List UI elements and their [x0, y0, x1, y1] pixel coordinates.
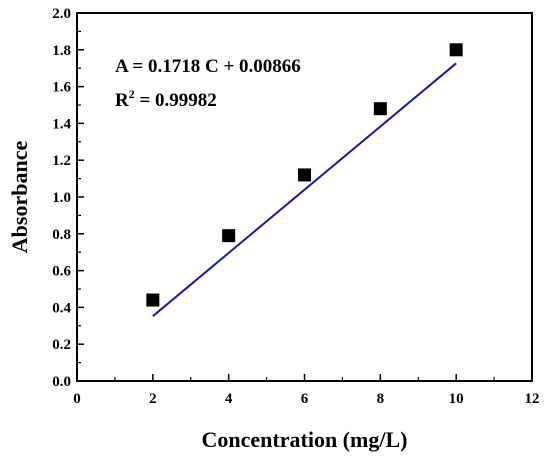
y-tick-label: 1.4 [52, 116, 71, 132]
r-squared-prefix: R [115, 90, 129, 111]
x-axis-title: Concentration (mg/L) [202, 427, 408, 452]
x-tick-label: 10 [449, 391, 464, 407]
x-tick-labels: 0 2 4 6 8 10 12 [73, 391, 539, 407]
data-point [298, 168, 311, 182]
y-tick-label: 0.2 [52, 337, 71, 353]
y-tick-labels: 0.0 0.2 0.4 0.6 0.8 1.0 1.2 1.4 1.6 1.8 2.0 [52, 6, 71, 390]
x-tick-label: 0 [73, 391, 81, 407]
x-tick-label: 4 [225, 391, 233, 407]
fit-line [152, 62, 457, 317]
plot-frame [76, 12, 533, 382]
r-squared-annotation: R2 = 0.99982 [115, 87, 217, 111]
y-tick-label: 0.0 [52, 374, 71, 390]
x-tick-label: 12 [525, 391, 540, 407]
y-tick-label: 2.0 [52, 6, 71, 22]
data-point [373, 102, 387, 116]
x-tick-label: 6 [301, 391, 309, 407]
r-squared-value: = 0.99982 [135, 90, 217, 111]
x-tick-label: 8 [377, 391, 385, 407]
y-tick-label: 0.8 [52, 227, 71, 243]
x-tick-label: 2 [149, 391, 157, 407]
y-tick-label: 1.0 [52, 190, 71, 206]
y-tick-label: 1.6 [52, 80, 71, 96]
y-tick-label: 1.2 [52, 153, 71, 169]
y-axis-title: Absorbance [7, 141, 32, 254]
r-squared-superscript: 2 [129, 87, 135, 101]
data-points [146, 43, 463, 307]
data-point [449, 43, 463, 57]
equation-annotation: A = 0.1718 C + 0.00866 [115, 56, 301, 77]
y-tick-label: 0.4 [52, 300, 71, 316]
data-point [222, 229, 236, 243]
data-point [146, 293, 160, 307]
y-tick-label: 1.8 [52, 43, 71, 59]
y-tick-label: 0.6 [52, 264, 71, 280]
